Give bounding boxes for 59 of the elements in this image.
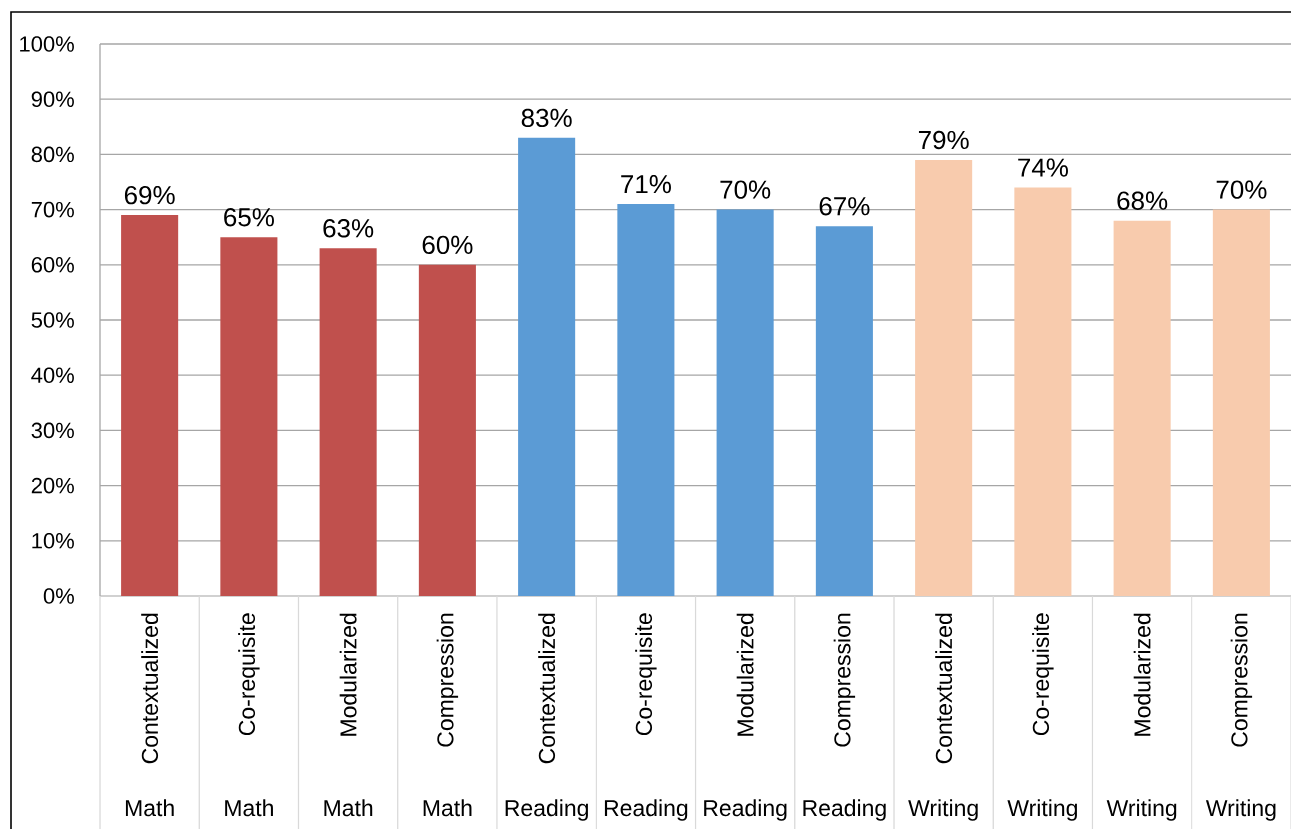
y-tick-label: 60% (31, 257, 74, 273)
text: Math (324, 799, 373, 817)
bar (418, 264, 476, 596)
data-label: 63% (323, 219, 374, 238)
text: Writing (1007, 799, 1077, 821)
data-label: 79% (918, 130, 969, 150)
y-tick-label: 90% (31, 91, 74, 107)
y-tick-label: 80% (31, 146, 74, 163)
bar (815, 226, 873, 596)
bar (518, 137, 576, 596)
x-tick-label: Co-requisite (635, 613, 657, 736)
x-tick-label: Contextualized (935, 613, 953, 764)
y-tick-label: 50% (31, 312, 74, 328)
x-tick-label: Co-requisite (238, 613, 260, 736)
data-label: 83% (521, 108, 572, 128)
bar (319, 248, 377, 596)
text: Reading (803, 799, 886, 821)
text: Math (423, 799, 472, 817)
data-label: 70% (720, 180, 771, 199)
data-label: 69% (124, 185, 175, 205)
x-tick-label: Contextualized (538, 613, 556, 764)
y-tick-label: 100% (20, 36, 74, 52)
bar (716, 209, 774, 596)
text: Writing (1205, 799, 1276, 821)
x-tick-label: Compression (1230, 613, 1253, 747)
x-tick-label: Modularized (736, 613, 754, 736)
y-tick-label: 20% (31, 477, 74, 494)
data-label: 60% (422, 235, 473, 255)
text: Reading (604, 799, 688, 821)
bar (1113, 220, 1171, 596)
x-tick-label: Contextualized (141, 613, 159, 764)
bar (121, 215, 179, 596)
text: Math (225, 799, 273, 817)
bar (1212, 209, 1270, 596)
x-tick-label: Modularized (339, 613, 357, 736)
y-tick-label: 30% (31, 422, 74, 439)
x-tick-label: Modularized (1133, 613, 1151, 736)
data-label: 65% (224, 208, 274, 227)
data-label: 67% (819, 197, 870, 216)
text: Reading (704, 799, 787, 821)
x-tick-label: Compression (436, 613, 459, 747)
data-label: 74% (1018, 158, 1068, 177)
bar (915, 159, 973, 596)
x-tick-label: Co-requisite (1032, 613, 1054, 736)
text: Writing (908, 799, 978, 821)
bar (1014, 187, 1072, 596)
data-label: 71% (621, 175, 671, 194)
bar (220, 237, 278, 596)
data-label: 68% (1117, 191, 1168, 210)
y-tick-label: 10% (32, 533, 74, 549)
y-tick-label: 40% (31, 367, 74, 383)
text: Writing (1106, 799, 1177, 821)
bar (617, 204, 675, 596)
text: Reading (505, 799, 588, 821)
y-tick-label: 0% (43, 588, 74, 604)
data-label: 70% (1216, 180, 1267, 199)
y-tick-label: 70% (31, 201, 74, 218)
text: Math (125, 799, 174, 817)
x-tick-label: Compression (833, 613, 856, 747)
